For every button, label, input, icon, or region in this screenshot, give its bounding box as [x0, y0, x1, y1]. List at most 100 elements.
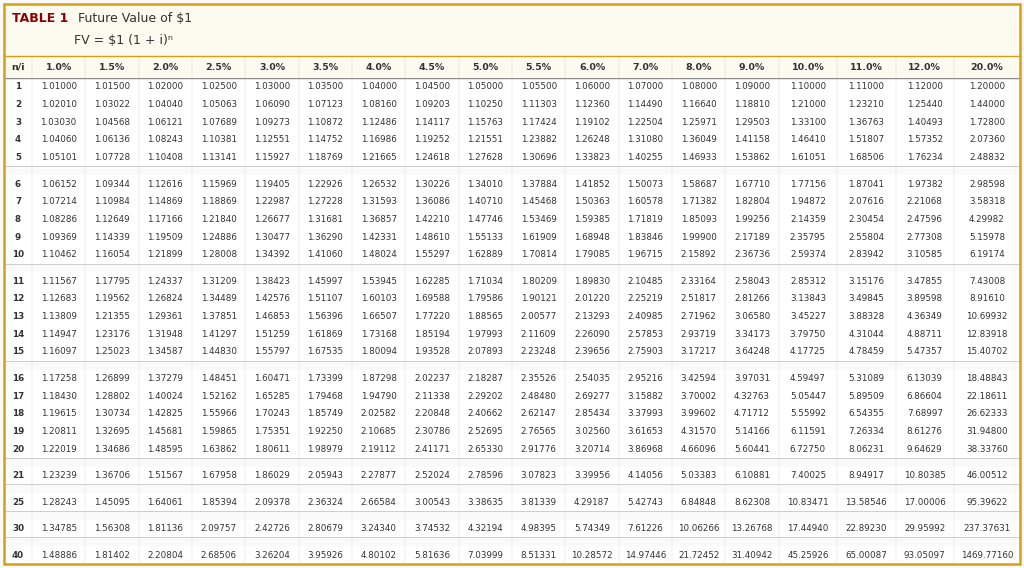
Text: 1.96715: 1.96715: [628, 250, 664, 259]
Text: 1.41060: 1.41060: [307, 250, 343, 259]
Text: 7.43008: 7.43008: [969, 277, 1006, 286]
Text: 3.79750: 3.79750: [790, 330, 826, 339]
Text: 29.95992: 29.95992: [904, 524, 945, 533]
Text: 2.51817: 2.51817: [681, 294, 717, 303]
Text: 2.02237: 2.02237: [414, 374, 450, 383]
Text: 2.52695: 2.52695: [467, 427, 503, 436]
Text: 1.87041: 1.87041: [848, 179, 885, 189]
Text: 1.71382: 1.71382: [681, 197, 717, 206]
Text: 3.07823: 3.07823: [520, 471, 557, 480]
Text: 1.21000: 1.21000: [790, 100, 826, 109]
Text: 1.80209: 1.80209: [520, 277, 557, 286]
Text: 2.11338: 2.11338: [414, 391, 450, 400]
Text: 1.21551: 1.21551: [467, 135, 503, 144]
Text: 1.86029: 1.86029: [254, 471, 290, 480]
Text: 8.62308: 8.62308: [734, 498, 770, 507]
Text: 1.11567: 1.11567: [41, 277, 77, 286]
Bar: [4, 370, 1020, 387]
Text: 6.0%: 6.0%: [579, 62, 605, 72]
Text: 13.58546: 13.58546: [846, 498, 887, 507]
Text: 1.19509: 1.19509: [147, 232, 183, 241]
Text: 2.15892: 2.15892: [681, 250, 717, 259]
Text: 6.86604: 6.86604: [907, 391, 943, 400]
Bar: [4, 95, 1020, 114]
Text: 1.03030: 1.03030: [41, 118, 77, 127]
Text: 1.83846: 1.83846: [628, 232, 664, 241]
Text: 1.71819: 1.71819: [628, 215, 664, 224]
Text: 7.61226: 7.61226: [628, 524, 664, 533]
Text: 3.61653: 3.61653: [628, 427, 664, 436]
Text: 11.0%: 11.0%: [850, 62, 883, 72]
Text: 3.00543: 3.00543: [414, 498, 451, 507]
Text: 1.61909: 1.61909: [521, 232, 557, 241]
Bar: [4, 325, 1020, 343]
Text: 2.14359: 2.14359: [790, 215, 825, 224]
Text: 2.01220: 2.01220: [574, 294, 610, 303]
Text: 2.54035: 2.54035: [573, 374, 610, 383]
Text: 1.82804: 1.82804: [734, 197, 770, 206]
Text: 3.17217: 3.17217: [681, 348, 717, 357]
Text: 6.11591: 6.11591: [791, 427, 825, 436]
Bar: [4, 4, 1020, 56]
Text: 1.66507: 1.66507: [360, 312, 396, 321]
Text: 3.15882: 3.15882: [628, 391, 664, 400]
Text: 95.39622: 95.39622: [967, 498, 1008, 507]
Text: 1.99256: 1.99256: [734, 215, 770, 224]
Text: 1.40255: 1.40255: [628, 153, 664, 162]
Text: 1.24337: 1.24337: [147, 277, 183, 286]
Text: 5.89509: 5.89509: [848, 391, 885, 400]
Text: 2.48832: 2.48832: [969, 153, 1005, 162]
Text: 19: 19: [12, 427, 25, 436]
Text: 12.83918: 12.83918: [967, 330, 1008, 339]
Text: 1.34587: 1.34587: [147, 348, 183, 357]
Text: 1.04000: 1.04000: [360, 82, 396, 91]
Text: 1.44000: 1.44000: [969, 100, 1005, 109]
Text: 1.18869: 1.18869: [201, 197, 237, 206]
Text: 3.15176: 3.15176: [848, 277, 885, 286]
Bar: [4, 290, 1020, 308]
Text: 1.27228: 1.27228: [307, 197, 343, 206]
Text: 45.25926: 45.25926: [787, 550, 828, 559]
Text: 1.45095: 1.45095: [94, 498, 130, 507]
Text: 1.20000: 1.20000: [969, 82, 1005, 91]
Text: 5.14166: 5.14166: [734, 427, 770, 436]
Text: 1.81402: 1.81402: [94, 550, 130, 559]
Text: 2.05943: 2.05943: [307, 471, 343, 480]
Text: 3.49845: 3.49845: [848, 294, 885, 303]
Text: 4.5%: 4.5%: [419, 62, 445, 72]
Bar: [4, 494, 1020, 511]
Text: 1.26532: 1.26532: [360, 179, 396, 189]
Text: 1.09273: 1.09273: [254, 118, 290, 127]
Text: 5.60441: 5.60441: [734, 445, 770, 454]
Text: 4.36349: 4.36349: [907, 312, 943, 321]
Text: 2.5%: 2.5%: [206, 62, 231, 72]
Text: 3.06580: 3.06580: [734, 312, 770, 321]
Text: 3.45227: 3.45227: [790, 312, 826, 321]
Text: 9.64629: 9.64629: [907, 445, 942, 454]
Text: 1.67710: 1.67710: [734, 179, 770, 189]
Text: 1.01000: 1.01000: [41, 82, 77, 91]
Text: 1.26248: 1.26248: [574, 135, 610, 144]
Text: 3.20714: 3.20714: [574, 445, 610, 454]
Text: 9.0%: 9.0%: [739, 62, 765, 72]
Text: 1.30226: 1.30226: [414, 179, 450, 189]
Text: 1.01500: 1.01500: [94, 82, 130, 91]
Text: 2.95216: 2.95216: [628, 374, 664, 383]
Text: 1.5%: 1.5%: [99, 62, 125, 72]
Text: 1.55133: 1.55133: [467, 232, 504, 241]
Text: 31.94800: 31.94800: [967, 427, 1008, 436]
Text: 2.39656: 2.39656: [574, 348, 610, 357]
Text: 2.68506: 2.68506: [201, 550, 237, 559]
Text: 1.05101: 1.05101: [41, 153, 77, 162]
Text: 1.10250: 1.10250: [467, 100, 504, 109]
Text: 1.18810: 1.18810: [734, 100, 770, 109]
Text: 1.60471: 1.60471: [254, 374, 290, 383]
Text: 6.10881: 6.10881: [734, 471, 770, 480]
Text: 12: 12: [12, 294, 25, 303]
Text: 1.79468: 1.79468: [307, 391, 343, 400]
Text: 1.92250: 1.92250: [307, 427, 343, 436]
Text: 3.34173: 3.34173: [734, 330, 770, 339]
Text: 3.02560: 3.02560: [573, 427, 610, 436]
Text: 1.13809: 1.13809: [41, 312, 77, 321]
Text: 1.02000: 1.02000: [147, 82, 183, 91]
